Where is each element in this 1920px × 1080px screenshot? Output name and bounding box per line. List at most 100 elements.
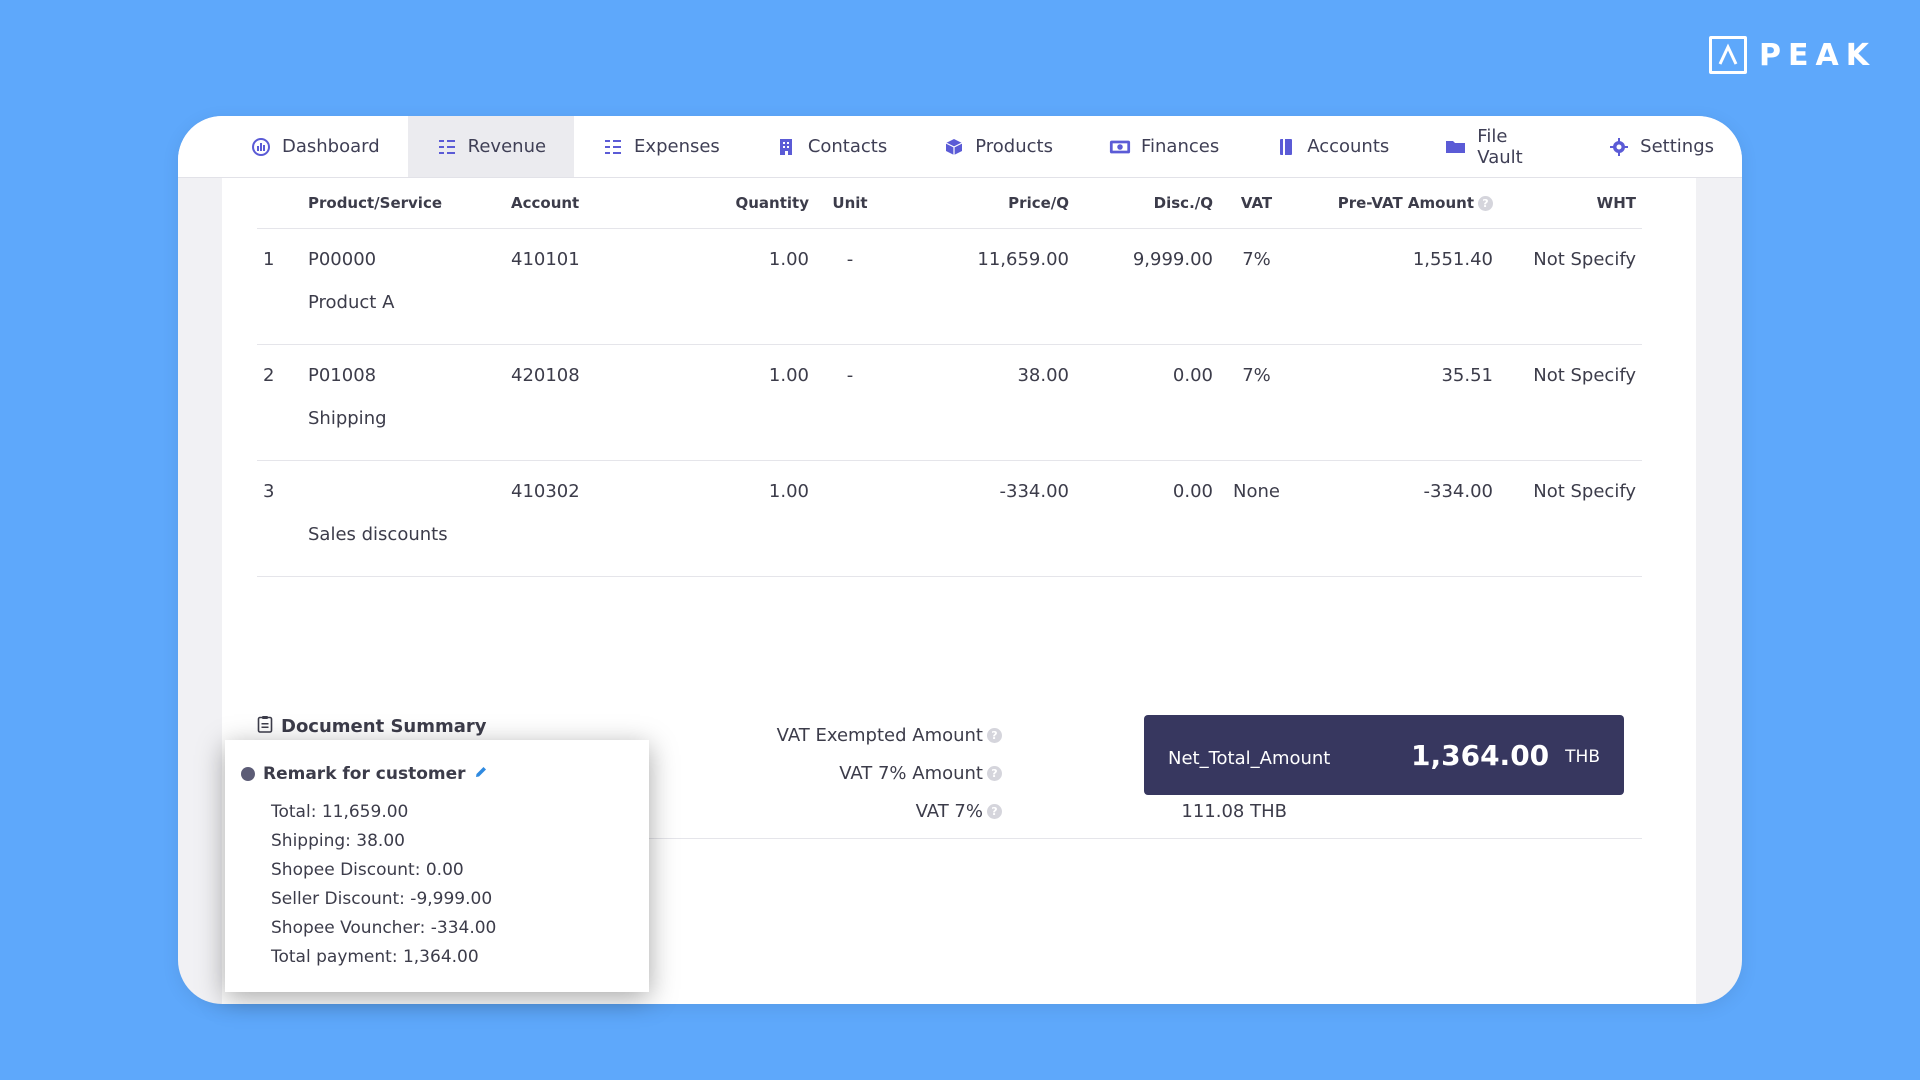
table-header-row: Product/Service Account Quantity Unit Pr… <box>257 178 1642 229</box>
nav-label: Settings <box>1640 136 1714 157</box>
nav-label: Expenses <box>634 136 720 157</box>
item-description: Sales discounts <box>302 524 1642 577</box>
nav-label: Accounts <box>1307 136 1390 157</box>
discount: 9,999.00 <box>1132 248 1213 270</box>
table-row-description: Shipping <box>257 408 1642 461</box>
contacts-icon <box>776 136 798 158</box>
nav-item-revenue[interactable]: Revenue <box>407 116 575 177</box>
pre-vat-amount: 1,551.40 <box>1412 248 1493 270</box>
summary-title-text: Document Summary <box>281 716 487 737</box>
money-icon <box>1109 136 1131 158</box>
item-description: Product A <box>302 292 1642 345</box>
unit: - <box>846 364 854 386</box>
quantity: 1.00 <box>768 480 809 502</box>
dashboard-icon <box>250 136 272 158</box>
nav-label: Finances <box>1140 136 1220 157</box>
remark-lines: Total: 11,659.00 Shipping: 38.00 Shopee … <box>271 798 633 972</box>
account-code: 410101 <box>511 248 580 270</box>
bullet-icon <box>241 767 255 781</box>
table-row: 2 P01008 420108 1.00 - 38.00 0.00 7% 35.… <box>257 344 1642 408</box>
product-code-link[interactable] <box>302 460 505 524</box>
wht: Not Specify <box>1533 248 1636 270</box>
net-total-label: Net_Total_Amount <box>1168 747 1331 769</box>
vat: None <box>1233 480 1280 502</box>
unit <box>815 460 885 524</box>
col-disc: Disc./Q <box>1075 178 1219 229</box>
account-code: 410302 <box>511 480 580 502</box>
vat-exempt-label: VAT Exempted Amount <box>776 724 983 746</box>
price: 38.00 <box>1017 364 1069 386</box>
vat7-label: VAT 7% <box>915 800 983 822</box>
product-code-link[interactable]: P01008 <box>308 364 377 386</box>
remark-line: Shopee Vouncher: -334.00 <box>271 918 497 938</box>
net-total-currency: THB <box>1565 747 1600 767</box>
wht: Not Specify <box>1533 364 1636 386</box>
help-icon[interactable]: ? <box>987 804 1002 819</box>
nav-item-products[interactable]: Products <box>915 116 1081 177</box>
vat7-value: 111.08 THB <box>1181 800 1287 822</box>
nav-label: File Vault <box>1477 125 1523 168</box>
expenses-icon <box>602 136 624 158</box>
col-prevat-label: Pre-VAT Amount <box>1337 193 1474 212</box>
pencil-icon[interactable] <box>474 764 488 784</box>
nav-item-finances[interactable]: Finances <box>1081 116 1247 177</box>
item-description: Shipping <box>302 408 1642 461</box>
discount: 0.00 <box>1172 480 1213 502</box>
gear-icon <box>1608 136 1630 158</box>
net-total-box: Net_Total_Amount 1,364.00 THB <box>1144 715 1624 795</box>
product-code-link[interactable]: P00000 <box>308 248 377 270</box>
col-unit: Unit <box>815 178 885 229</box>
price: 11,659.00 <box>977 248 1069 270</box>
account-code: 420108 <box>511 364 580 386</box>
col-no <box>257 178 302 229</box>
section-divider <box>257 838 1642 839</box>
nav-label: Products <box>975 136 1053 157</box>
wht: Not Specify <box>1533 480 1636 502</box>
col-product: Product/Service <box>302 178 505 229</box>
box-icon <box>943 136 965 158</box>
brand-name: PEAK <box>1759 37 1876 73</box>
remark-line: Total payment: 1,364.00 <box>271 947 479 967</box>
folder-icon <box>1445 136 1467 158</box>
vat: 7% <box>1242 248 1271 270</box>
col-wht: WHT <box>1499 178 1642 229</box>
nav-item-accounts[interactable]: Accounts <box>1247 116 1417 177</box>
vat7-amount-label: VAT 7% Amount <box>839 762 983 784</box>
remark-line: Shipping: 38.00 <box>271 831 405 851</box>
peak-logo: PEAK <box>1709 36 1876 74</box>
help-icon[interactable]: ? <box>987 766 1002 781</box>
help-icon[interactable]: ? <box>987 728 1002 743</box>
col-prevat: Pre-VAT Amount? <box>1294 178 1499 229</box>
unit: - <box>846 248 854 270</box>
row-number: 1 <box>263 248 275 270</box>
nav-label: Contacts <box>807 136 888 157</box>
revenue-icon <box>436 136 458 158</box>
pre-vat-amount: 35.51 <box>1441 364 1493 386</box>
row-number: 3 <box>263 480 275 502</box>
quantity: 1.00 <box>768 248 809 270</box>
peak-logo-icon <box>1709 36 1748 74</box>
book-icon <box>1275 136 1297 158</box>
nav-item-expenses[interactable]: Expenses <box>574 116 748 177</box>
quantity: 1.00 <box>768 364 809 386</box>
remark-line: Seller Discount: -9,999.00 <box>271 889 493 909</box>
remark-line: Total: 11,659.00 <box>271 802 409 822</box>
table-row: 3 410302 1.00 -334.00 0.00 None -334.00 … <box>257 460 1642 524</box>
col-vat: VAT <box>1219 178 1294 229</box>
vat7-row: VAT 7%? 111.08 THB <box>602 792 1292 830</box>
nav-item-dashboard[interactable]: Dashboard <box>222 116 408 177</box>
help-icon[interactable]: ? <box>1478 195 1493 211</box>
clipboard-icon <box>257 715 273 738</box>
nav-item-contacts[interactable]: Contacts <box>748 116 915 177</box>
nav-item-settings[interactable]: Settings <box>1580 116 1742 177</box>
row-number: 2 <box>263 364 275 386</box>
col-account: Account <box>505 178 675 229</box>
pre-vat-amount: -334.00 <box>1423 480 1493 502</box>
table-row-description: Product A <box>257 292 1642 345</box>
remark-header: Remark for customer <box>241 764 633 784</box>
col-price: Price/Q <box>885 178 1075 229</box>
table-row: 1 P00000 410101 1.00 - 11,659.00 9,999.0… <box>257 228 1642 292</box>
nav-item-file-vault[interactable]: File Vault <box>1417 116 1580 177</box>
table-row-description: Sales discounts <box>257 524 1642 577</box>
remark-title: Remark for customer <box>263 764 466 784</box>
